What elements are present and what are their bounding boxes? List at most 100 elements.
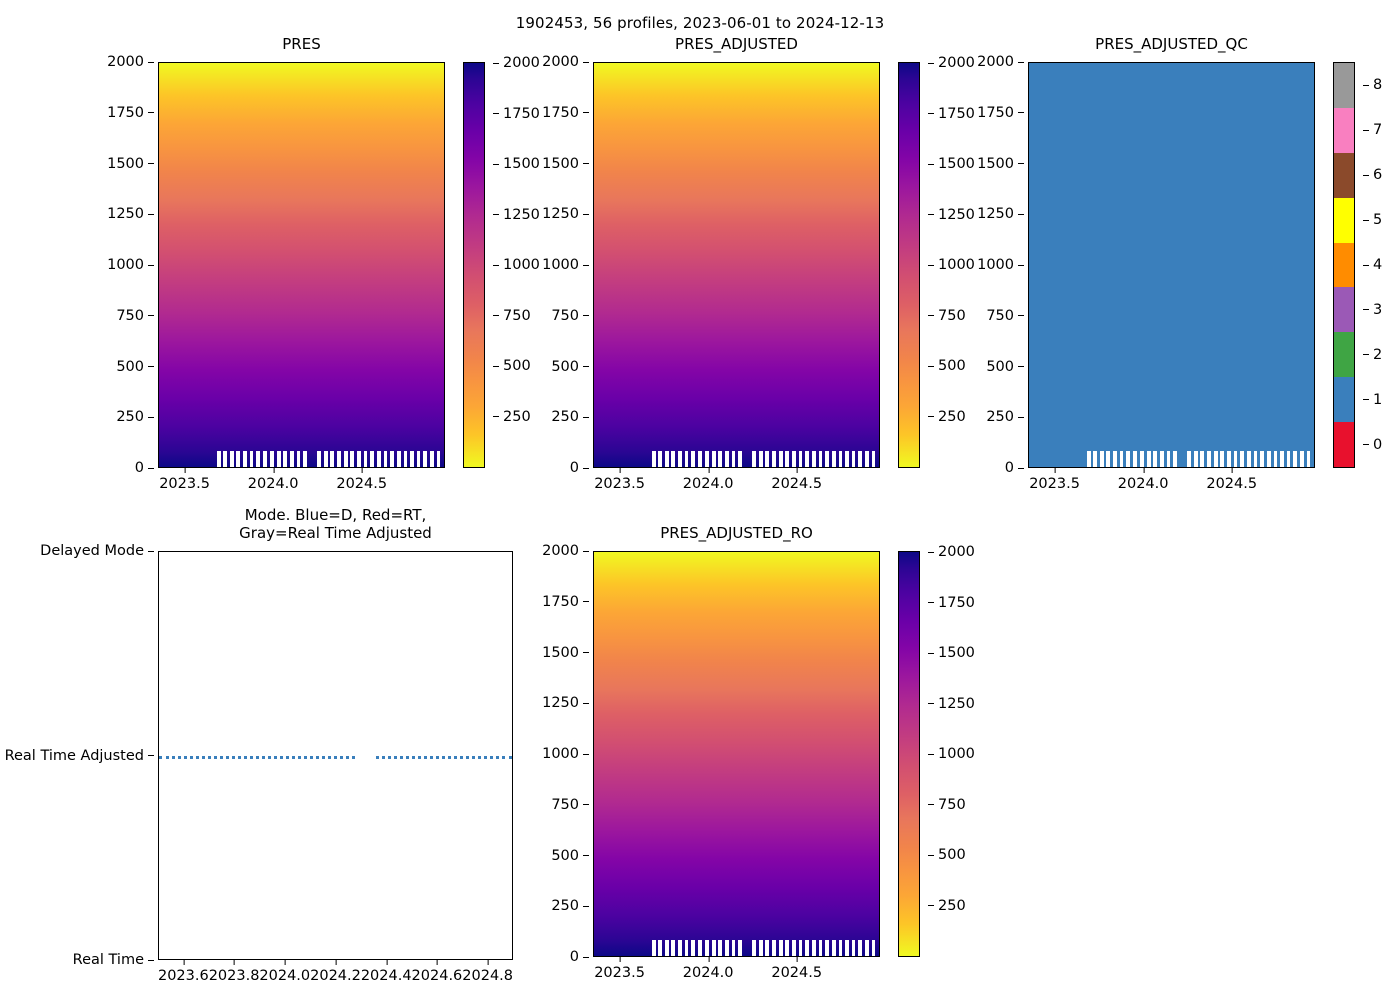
panel-mode: Mode. Blue=D, Red=RT, Gray=Real Time Adju…	[5, 506, 513, 984]
ytick-label: 1750	[977, 105, 1028, 121]
missing-profile-notch	[296, 451, 301, 467]
missing-profile-notch	[705, 451, 709, 467]
xtick-label: 2024.0	[248, 468, 299, 492]
missing-profile-notch	[276, 451, 281, 467]
ytick-label: 750	[551, 308, 593, 324]
xtick-label: 2023.8	[209, 960, 259, 984]
missing-profile-notch	[865, 940, 869, 956]
ytick-label: 0	[570, 949, 593, 965]
ytick-label: 1000	[977, 257, 1028, 273]
missing-profile-notch	[725, 451, 729, 467]
mode-series-real-time-adjusted	[159, 755, 512, 759]
missing-profile-notch	[317, 451, 322, 467]
missing-profile-notch	[805, 451, 810, 467]
missing-profile-notch	[798, 940, 803, 956]
missing-profile-notch	[778, 451, 783, 467]
ytick-label: 1250	[107, 206, 158, 222]
missing-profile-notch	[1146, 451, 1151, 467]
missing-profile-notch	[684, 940, 689, 956]
missing-profile-notch	[1093, 451, 1098, 467]
missing-profile-notch	[652, 451, 657, 467]
missing-profile-notch	[711, 940, 716, 956]
colorbar-tick-label: 250	[919, 409, 966, 425]
missing-profile-notch	[831, 451, 836, 467]
missing-profile-notch	[785, 451, 790, 467]
ytick-label: 1500	[977, 156, 1028, 172]
missing-profile-notch	[658, 940, 663, 956]
missing-profile-notch	[718, 940, 723, 956]
missing-profile-notch	[765, 940, 770, 956]
missing-profile-notch	[1207, 451, 1211, 467]
ytick-label: 2000	[542, 543, 593, 559]
missing-profile-notch	[1126, 451, 1131, 467]
missing-profile-notch	[684, 451, 689, 467]
colorbar-tick-label: 750	[919, 797, 966, 813]
colorbar-segment-qc	[1334, 287, 1354, 333]
missing-profile-notch	[705, 940, 709, 956]
missing-profile-notch	[772, 940, 776, 956]
missing-profile-notch	[845, 451, 849, 467]
ytick-label: 1750	[542, 594, 593, 610]
ytick-label: 1000	[542, 746, 593, 762]
colorbar-segment-qc	[1334, 242, 1354, 288]
colorbar-segment-qc	[1334, 63, 1354, 108]
ytick-label: 750	[986, 308, 1028, 324]
colorbar-segment-qc	[1334, 377, 1354, 423]
missing-profile-notch	[1300, 451, 1304, 467]
missing-profile-notch	[851, 451, 856, 467]
missing-profile-notch	[1213, 451, 1218, 467]
missing-profile-notch	[376, 451, 381, 467]
panel-title-mode: Mode. Blue=D, Red=RT, Gray=Real Time Adju…	[158, 506, 513, 542]
colorbar-segment-qc	[1334, 332, 1354, 378]
xtick-label: 2023.5	[159, 468, 210, 492]
missing-profile-notch	[791, 940, 796, 956]
missing-profile-notch	[1140, 451, 1144, 467]
missing-profile-notch	[383, 451, 388, 467]
missing-data-notches-pres	[159, 451, 444, 467]
colorbar-pres: 250 500 750 1000 1250 1500 1750 2000	[463, 55, 540, 468]
xtick-label: 2023.5	[1029, 468, 1080, 492]
missing-profile-notch	[670, 451, 675, 467]
xtick-label: 2024.0	[259, 960, 310, 984]
missing-profile-notch	[1087, 451, 1092, 467]
colorbar-tick-label: 2000	[919, 544, 975, 560]
missing-profile-notch	[1166, 451, 1171, 467]
missing-profile-notch	[652, 940, 657, 956]
colorbar-tick-label: 1250	[919, 696, 975, 712]
colorbar-tick-label: 1250	[919, 207, 975, 223]
ytick-label: 1000	[107, 257, 158, 273]
missing-profile-notch	[350, 451, 355, 467]
missing-profile-notch	[678, 940, 682, 956]
xtick-label: 2024.2	[310, 960, 361, 984]
missing-profile-notch	[678, 451, 682, 467]
ytick-label: 1500	[542, 156, 593, 172]
colorbar-tick-label: 1000	[919, 257, 975, 273]
missing-profile-notch	[858, 451, 863, 467]
colorbar-tick-label: 750	[919, 308, 966, 324]
missing-profile-notch	[1246, 451, 1251, 467]
missing-profile-notch	[851, 940, 856, 956]
colorbar-tick-label: 1000	[919, 746, 975, 762]
colorbar-tick-label: 500	[919, 847, 966, 863]
missing-profile-notch	[765, 451, 770, 467]
colorbar-tick-label: 500	[484, 358, 531, 374]
missing-profile-notch	[758, 940, 763, 956]
ytick-label: 1750	[107, 105, 158, 121]
missing-profile-notch	[731, 451, 736, 467]
axes-mode	[158, 551, 513, 960]
missing-profile-notch	[1226, 451, 1231, 467]
ytick-label: 0	[135, 460, 158, 476]
missing-profile-notch	[1153, 451, 1158, 467]
colorbar-segment-qc	[1334, 107, 1354, 153]
panel-title-pres-adjusted-qc: PRES_ADJUSTED_QC	[1095, 35, 1248, 53]
colorbar-qc: 0 1 2 3 4 5 6 7 8	[1333, 62, 1382, 468]
missing-profile-notch	[1133, 451, 1137, 467]
heatmap-pres	[159, 63, 444, 467]
missing-profile-notch	[658, 451, 663, 467]
missing-profile-notch	[1240, 451, 1245, 467]
colorbar-segment-qc	[1334, 197, 1354, 243]
missing-profile-notch	[718, 451, 723, 467]
missing-profile-notch	[1233, 451, 1238, 467]
missing-profile-notch	[403, 451, 408, 467]
missing-profile-notch	[1193, 451, 1198, 467]
